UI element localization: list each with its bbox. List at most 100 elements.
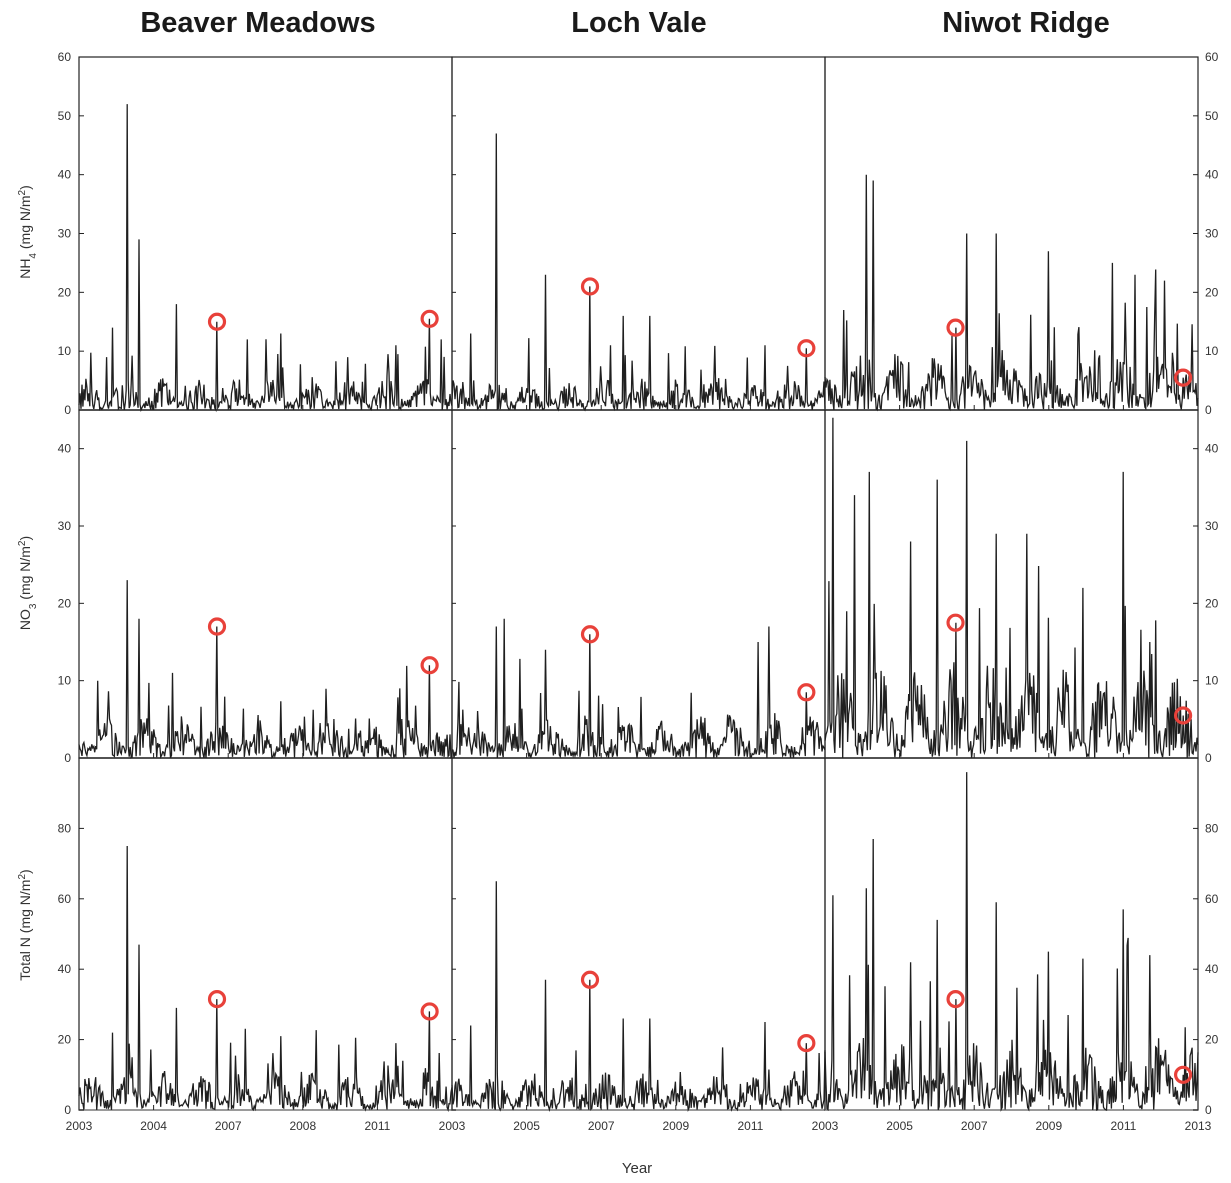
y-axis-labels: NH4 (mg N/m2) NO3 (mg N/m2) Total N (mg … xyxy=(17,185,39,980)
x-tick-label: 2008 xyxy=(289,1119,316,1133)
x-tick-label: 2003 xyxy=(812,1119,839,1133)
y-axis-label-nh4: NH4 (mg N/m2) xyxy=(17,185,39,279)
y-tick-label: 0 xyxy=(64,1103,71,1117)
panel-loch-vale-no3 xyxy=(451,409,826,759)
y-tick-label: 30 xyxy=(58,519,72,533)
panel-loch-vale-total-n: 2003 2005 2007 2009 2011 xyxy=(439,757,826,1133)
highlight-marker xyxy=(1173,368,1193,387)
column-title-niwot-ridge: Niwot Ridge xyxy=(942,7,1110,39)
y-tick-label: 80 xyxy=(58,821,72,835)
y-tick-label: 50 xyxy=(58,109,72,123)
panel-frame xyxy=(451,56,826,411)
panel-niwot-ridge-total-n: 0 20 40 60 80 2003 2005 2007 2009 2011 2013 xyxy=(812,757,1219,1133)
y-tick-label: 0 xyxy=(1205,751,1212,765)
series-line xyxy=(824,174,1199,412)
x-tick-label: 2009 xyxy=(662,1119,689,1133)
highlight-marker xyxy=(1173,1065,1193,1084)
y-tick-label: 60 xyxy=(1205,50,1219,64)
series-line xyxy=(78,845,453,1113)
x-tick-label: 2011 xyxy=(364,1119,390,1133)
y-tick-label: 30 xyxy=(1205,519,1219,533)
highlight-marker xyxy=(580,625,600,644)
panel-niwot-ridge-nh4: 0 10 20 30 40 50 60 xyxy=(824,50,1219,417)
y-tick-label: 40 xyxy=(58,168,72,182)
x-tick-label: 2007 xyxy=(588,1119,615,1133)
highlight-marker xyxy=(797,683,816,702)
highlight-marker xyxy=(1173,706,1193,725)
panel-beaver-meadows-total-n: 0 20 40 60 80 2003 2004 2007 2008 2011 xyxy=(58,757,453,1133)
y-tick-label: 20 xyxy=(58,596,72,610)
panel-frame xyxy=(824,56,1199,411)
highlight-marker xyxy=(946,613,965,632)
y-axis-label-no3: NO3 (mg N/m2) xyxy=(17,536,39,630)
series-line xyxy=(451,133,826,412)
x-tick-label: 2003 xyxy=(66,1119,93,1133)
y-tick-label: 0 xyxy=(64,751,71,765)
y-tick-label: 20 xyxy=(1205,1033,1219,1047)
highlight-marker xyxy=(580,277,600,296)
x-tick-label: 2011 xyxy=(1110,1119,1136,1133)
highlight-marker xyxy=(946,318,965,337)
y-tick-label: 20 xyxy=(1205,285,1219,299)
y-tick-label: 40 xyxy=(1205,168,1219,182)
y-tick-label: 40 xyxy=(1205,962,1219,976)
y-tick-label: 80 xyxy=(1205,821,1219,835)
x-tick-label: 2004 xyxy=(140,1119,167,1133)
panel-grid: 0 10 20 30 40 50 60 0 10 20 30 40 50 60 0 10 20 30 40 0 10 20… xyxy=(58,50,1219,1133)
highlight-marker xyxy=(946,990,965,1009)
x-tick-label: 2011 xyxy=(737,1119,763,1133)
y-tick-label: 0 xyxy=(1205,403,1212,417)
y-tick-label: 40 xyxy=(58,962,72,976)
y-tick-label: 40 xyxy=(1205,442,1219,456)
y-tick-label: 40 xyxy=(58,442,72,456)
y-tick-label: 30 xyxy=(1205,227,1219,241)
panel-loch-vale-nh4 xyxy=(451,56,826,412)
x-tick-label: 2007 xyxy=(215,1119,242,1133)
series-line xyxy=(78,580,453,760)
y-tick-label: 0 xyxy=(64,403,71,417)
panel-beaver-meadows-nh4: 0 10 20 30 40 50 60 xyxy=(58,50,453,417)
highlight-marker xyxy=(207,617,227,636)
y-tick-label: 50 xyxy=(1205,109,1219,123)
series-line xyxy=(824,772,1199,1112)
series-line xyxy=(451,881,826,1113)
y-tick-label: 0 xyxy=(1205,1103,1212,1117)
x-tick-label: 2003 xyxy=(439,1119,466,1133)
column-title-loch-vale: Loch Vale xyxy=(571,7,706,39)
highlight-marker xyxy=(797,339,816,358)
x-tick-label: 2009 xyxy=(1035,1119,1062,1133)
y-axis-label-total-n: Total N (mg N/m2) xyxy=(17,869,34,980)
y-tick-label: 60 xyxy=(58,50,72,64)
highlight-marker xyxy=(207,990,227,1009)
column-titles: Beaver Meadows Loch Vale Niwot Ridge xyxy=(140,7,1109,39)
highlight-marker xyxy=(420,309,439,328)
x-axis-label: Year xyxy=(622,1160,652,1177)
series-line xyxy=(451,618,826,759)
highlight-marker xyxy=(420,656,439,675)
column-title-beaver-meadows: Beaver Meadows xyxy=(140,7,375,39)
y-tick-label: 30 xyxy=(58,227,72,241)
y-tick-label: 10 xyxy=(58,674,72,688)
y-tick-label: 20 xyxy=(58,285,72,299)
panel-niwot-ridge-no3: 0 10 20 30 40 xyxy=(824,409,1219,765)
x-tick-label: 2005 xyxy=(886,1119,913,1133)
y-tick-label: 60 xyxy=(1205,892,1219,906)
y-tick-label: 20 xyxy=(1205,596,1219,610)
y-tick-label: 20 xyxy=(58,1033,72,1047)
y-tick-label: 10 xyxy=(1205,344,1219,358)
panel-frame xyxy=(451,757,826,1111)
panel-frame xyxy=(78,409,453,759)
x-tick-label: 2007 xyxy=(961,1119,988,1133)
y-tick-label: 10 xyxy=(58,344,72,358)
y-tick-label: 10 xyxy=(1205,674,1219,688)
y-tick-label: 60 xyxy=(58,892,72,906)
highlight-marker xyxy=(207,312,227,331)
highlight-marker xyxy=(580,970,600,989)
highlight-marker xyxy=(420,1002,439,1021)
panel-beaver-meadows-no3: 0 10 20 30 40 xyxy=(58,409,453,765)
highlight-marker xyxy=(797,1034,816,1053)
series-line xyxy=(78,104,453,413)
series-line xyxy=(824,417,1199,758)
x-tick-label: 2013 xyxy=(1185,1119,1212,1133)
